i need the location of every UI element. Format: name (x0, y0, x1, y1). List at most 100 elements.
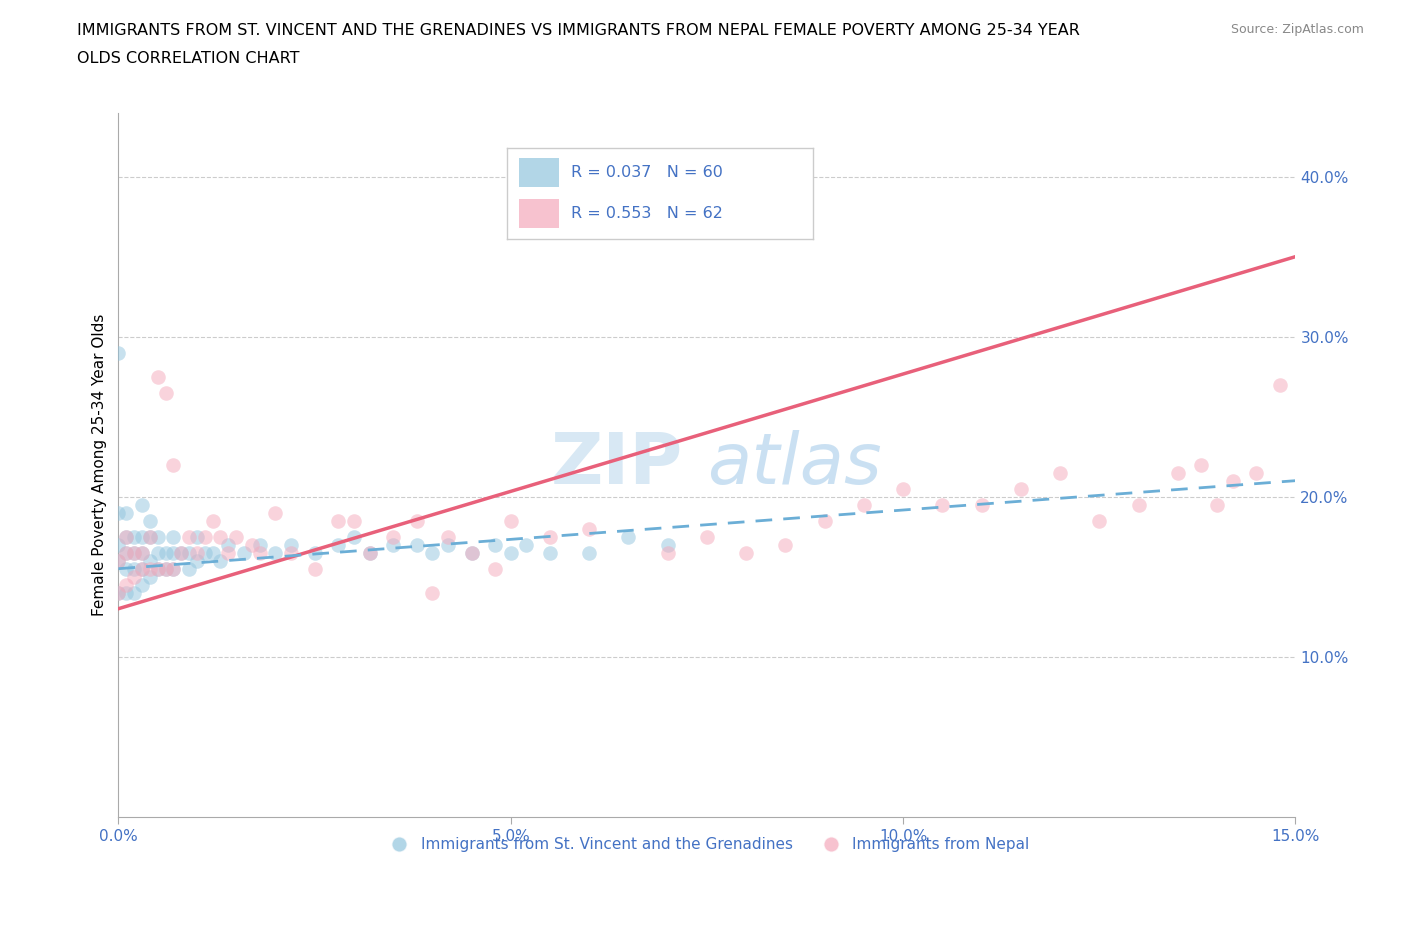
Point (1167, 465, 1189, 480)
Point (131, 498, 153, 512)
Point (578, 521, 600, 536)
Point (578, 545, 600, 560)
Point (122, 585, 145, 600)
Point (155, 545, 177, 560)
Point (515, 538, 537, 552)
Point (499, 545, 522, 560)
Point (115, 585, 138, 600)
Point (1010, 481, 1032, 496)
Point (115, 561, 138, 576)
Point (343, 513, 366, 528)
Point (122, 561, 145, 576)
Point (460, 545, 482, 560)
Point (146, 545, 169, 560)
Point (122, 545, 145, 560)
Point (1268, 378, 1291, 392)
Point (931, 498, 953, 512)
Point (240, 538, 263, 552)
Point (155, 561, 177, 576)
Point (177, 561, 200, 576)
Point (499, 513, 522, 528)
Point (115, 545, 138, 560)
Point (735, 545, 758, 560)
Point (233, 545, 256, 560)
Point (696, 529, 718, 544)
Point (186, 529, 208, 544)
Point (405, 513, 427, 528)
Point (328, 538, 350, 552)
Text: atlas: atlas (707, 431, 882, 499)
Point (162, 561, 184, 576)
Point (139, 529, 162, 544)
Point (115, 545, 138, 560)
Point (131, 545, 153, 560)
Point (217, 538, 239, 552)
Point (194, 545, 217, 560)
Point (131, 545, 153, 560)
Point (264, 545, 287, 560)
Point (460, 545, 482, 560)
Point (122, 529, 145, 544)
Point (437, 538, 460, 552)
Point (122, 545, 145, 560)
Point (280, 538, 302, 552)
Point (617, 529, 640, 544)
Text: IMMIGRANTS FROM ST. VINCENT AND THE GRENADINES VS IMMIGRANTS FROM NEPAL FEMALE P: IMMIGRANTS FROM ST. VINCENT AND THE GREN… (77, 23, 1080, 38)
Point (359, 545, 381, 560)
Point (146, 529, 169, 544)
Point (146, 561, 169, 576)
Point (359, 545, 381, 560)
Point (420, 545, 443, 560)
Point (107, 505, 129, 520)
Point (484, 561, 506, 576)
Point (382, 529, 405, 544)
Point (107, 538, 129, 552)
Point (484, 538, 506, 552)
Point (225, 529, 247, 544)
Point (115, 529, 138, 544)
Point (538, 529, 561, 544)
Point (186, 545, 208, 560)
Point (1189, 458, 1212, 472)
Point (328, 513, 350, 528)
Point (420, 585, 443, 600)
Point (146, 561, 169, 576)
Point (280, 545, 302, 560)
Point (131, 561, 153, 576)
Point (170, 545, 193, 560)
Point (170, 545, 193, 560)
Point (775, 538, 797, 552)
Point (186, 553, 208, 568)
Point (891, 481, 914, 496)
Point (209, 553, 232, 568)
Text: ZIP: ZIP (551, 431, 683, 499)
Point (115, 578, 138, 592)
Point (139, 529, 162, 544)
Point (538, 545, 561, 560)
Point (194, 529, 217, 544)
Point (139, 513, 162, 528)
Point (264, 505, 287, 520)
Point (1244, 465, 1267, 480)
Point (107, 553, 129, 568)
Point (162, 458, 184, 472)
Point (131, 561, 153, 576)
Point (162, 545, 184, 560)
Point (304, 545, 326, 560)
Point (382, 538, 405, 552)
Legend: Immigrants from St. Vincent and the Grenadines, Immigrants from Nepal: Immigrants from St. Vincent and the Gren… (378, 831, 1036, 858)
Text: OLDS CORRELATION CHART: OLDS CORRELATION CHART (77, 51, 299, 66)
Point (405, 538, 427, 552)
Point (107, 585, 129, 600)
Point (617, 218, 640, 232)
Point (814, 513, 837, 528)
Point (201, 545, 224, 560)
Point (249, 545, 271, 560)
Point (107, 345, 129, 360)
Point (970, 498, 993, 512)
Point (177, 545, 200, 560)
Point (437, 529, 460, 544)
Point (155, 561, 177, 576)
Point (115, 505, 138, 520)
Point (249, 538, 271, 552)
